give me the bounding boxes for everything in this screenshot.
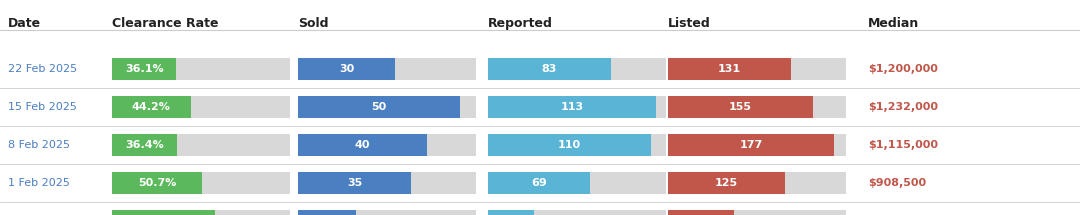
Text: $1,232,000: $1,232,000 [868, 102, 939, 112]
Bar [298, 134, 428, 156]
Bar [112, 210, 291, 215]
Text: 1 Feb 2025: 1 Feb 2025 [8, 178, 70, 188]
Bar [112, 96, 291, 118]
Bar [298, 134, 476, 156]
Bar [669, 58, 846, 80]
Text: $1,115,000: $1,115,000 [868, 140, 939, 150]
Bar [112, 134, 291, 156]
Bar [298, 172, 476, 194]
Bar [669, 96, 846, 118]
Text: 113: 113 [561, 102, 583, 112]
Text: Median: Median [868, 17, 919, 30]
Bar [488, 134, 666, 156]
Bar [488, 172, 666, 194]
Bar [298, 58, 476, 80]
Text: 50.7%: 50.7% [138, 178, 176, 188]
Bar [669, 58, 791, 80]
Text: 83: 83 [542, 64, 557, 74]
Text: 36.1%: 36.1% [125, 64, 163, 74]
Bar [669, 210, 846, 215]
Bar [488, 134, 651, 156]
Bar [112, 172, 202, 194]
Text: 35: 35 [347, 178, 362, 188]
Text: 69: 69 [531, 178, 548, 188]
Text: Clearance Rate: Clearance Rate [112, 17, 218, 30]
Bar [112, 58, 176, 80]
Bar [112, 58, 291, 80]
Bar [298, 172, 411, 194]
Text: 110: 110 [558, 140, 581, 150]
Bar [669, 134, 834, 156]
Text: 36.4%: 36.4% [125, 140, 164, 150]
Text: 15 Feb 2025: 15 Feb 2025 [8, 102, 77, 112]
Text: 131: 131 [718, 64, 741, 74]
Text: 8 Feb 2025: 8 Feb 2025 [8, 140, 70, 150]
Bar [112, 210, 215, 215]
Text: $908,500: $908,500 [868, 178, 927, 188]
Bar [488, 96, 666, 118]
Bar [298, 210, 356, 215]
Bar [669, 96, 813, 118]
Bar [298, 210, 476, 215]
Text: $1,200,000: $1,200,000 [868, 64, 937, 74]
Bar [298, 96, 476, 118]
Bar [488, 96, 656, 118]
Bar [669, 134, 846, 156]
Bar [669, 172, 785, 194]
Bar [488, 58, 666, 80]
Text: 40: 40 [355, 140, 370, 150]
Bar [488, 210, 534, 215]
Bar [669, 210, 733, 215]
Bar [488, 172, 591, 194]
Text: 177: 177 [740, 140, 762, 150]
Text: Sold: Sold [298, 17, 328, 30]
Bar [112, 134, 177, 156]
Bar [112, 96, 191, 118]
Text: 155: 155 [729, 102, 752, 112]
Bar [669, 172, 846, 194]
Bar [488, 210, 666, 215]
Text: 125: 125 [715, 178, 738, 188]
Bar [488, 58, 611, 80]
Bar [112, 172, 291, 194]
Text: 50: 50 [372, 102, 387, 112]
Text: 30: 30 [339, 64, 354, 74]
Text: Date: Date [8, 17, 41, 30]
Text: 44.2%: 44.2% [132, 102, 171, 112]
Bar [298, 58, 395, 80]
Text: Reported: Reported [488, 17, 553, 30]
Text: 22 Feb 2025: 22 Feb 2025 [8, 64, 77, 74]
Bar [298, 96, 460, 118]
Text: Listed: Listed [669, 17, 711, 30]
